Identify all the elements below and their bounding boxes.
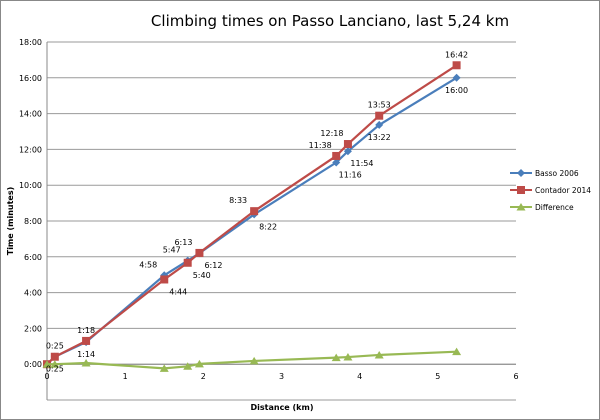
data-point — [452, 347, 462, 356]
y-tick-label: 18:00 — [19, 38, 42, 47]
data-point — [452, 73, 461, 82]
data-point — [343, 147, 352, 156]
data-label: 6:12 — [204, 261, 222, 270]
data-point — [194, 359, 204, 368]
legend-marker — [517, 169, 525, 177]
x-tick-label: 6 — [513, 372, 518, 381]
y-tick-label: 2:00 — [24, 324, 42, 333]
data-label: 5:47 — [163, 246, 181, 255]
data-label: 5:40 — [193, 271, 211, 280]
y-tick-label: 10:00 — [19, 181, 42, 190]
legend-label: Contador 2014 — [535, 186, 591, 195]
data-point — [375, 120, 384, 129]
data-label: 8:33 — [229, 196, 247, 205]
data-label: 4:44 — [169, 287, 187, 296]
data-label: 12:18 — [320, 129, 343, 138]
legend-marker — [516, 203, 526, 211]
data-point — [160, 275, 169, 284]
data-label: 4:58 — [139, 260, 157, 269]
y-tick-label: 14:00 — [19, 110, 42, 119]
x-tick-label: 0 — [44, 372, 49, 381]
data-point — [331, 353, 341, 362]
data-label: 16:42 — [445, 50, 468, 59]
y-axis-label: Time (minutes) — [6, 187, 15, 256]
data-point — [343, 140, 352, 149]
data-point — [332, 158, 341, 167]
data-point — [249, 356, 259, 365]
data-label: 0:25 — [46, 365, 64, 374]
data-point — [42, 360, 52, 368]
data-label: 11:16 — [339, 171, 362, 180]
data-label: 11:54 — [350, 159, 373, 168]
data-label: 13:22 — [368, 133, 391, 142]
data-point — [183, 258, 192, 267]
data-label: 0:25 — [46, 342, 64, 351]
data-point — [343, 353, 353, 361]
y-tick-label: 16:00 — [19, 74, 42, 83]
y-tick-label: 6:00 — [24, 253, 42, 262]
data-point — [250, 207, 259, 216]
x-tick-label: 3 — [279, 372, 284, 381]
data-label: 16:00 — [445, 86, 468, 95]
series-line-2 — [47, 350, 457, 370]
data-point — [159, 364, 169, 372]
x-tick-label: 1 — [123, 372, 128, 381]
data-point — [81, 359, 91, 367]
chart-title: Climbing times on Passo Lanciano, last 5… — [151, 12, 509, 30]
data-point — [183, 362, 193, 370]
data-label: 11:38 — [309, 141, 332, 150]
legend-marker — [517, 186, 525, 194]
x-axis-label: Distance (km) — [251, 403, 314, 412]
data-label: 1:18 — [77, 326, 95, 335]
legend-label: Difference — [535, 203, 574, 212]
x-tick-label: 2 — [201, 372, 206, 381]
data-point — [332, 151, 341, 160]
data-point — [374, 350, 384, 359]
data-point — [375, 111, 384, 120]
data-label: 8:22 — [259, 222, 277, 231]
data-point — [82, 336, 91, 345]
data-point — [452, 61, 461, 70]
y-tick-label: 0:00 — [24, 360, 42, 369]
legend-label: Basso 2006 — [535, 169, 579, 178]
y-tick-label: 4:00 — [24, 289, 42, 298]
y-tick-label: 12:00 — [19, 145, 42, 154]
data-label: 6:13 — [174, 238, 192, 247]
data-label: 13:53 — [368, 101, 391, 110]
x-tick-label: 4 — [357, 372, 362, 381]
y-tick-label: 8:00 — [24, 217, 42, 226]
data-point — [50, 352, 59, 361]
data-point — [50, 360, 60, 368]
data-point — [195, 248, 204, 257]
data-label: 1:14 — [77, 350, 95, 359]
x-tick-label: 5 — [435, 372, 440, 381]
